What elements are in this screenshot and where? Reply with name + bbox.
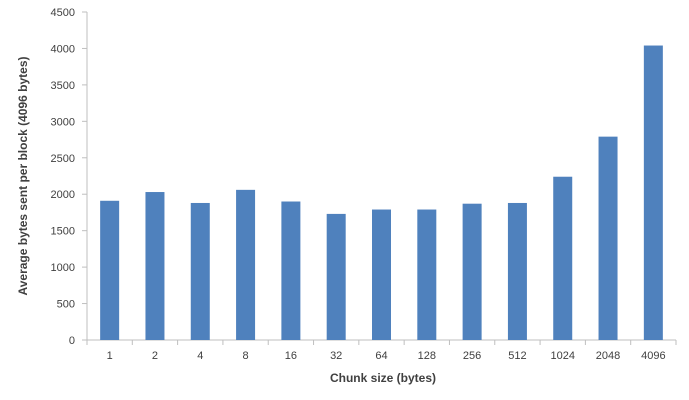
bar-4 (190, 202, 210, 340)
y-tick-label: 0 (69, 335, 75, 347)
x-tick-label: 8 (243, 350, 249, 362)
y-tick-label: 4000 (51, 43, 75, 55)
y-tick-label: 500 (57, 299, 75, 311)
bar-2 (145, 192, 165, 340)
x-tick-label: 4 (197, 350, 203, 362)
x-axis: 1 2 4 8 16 32 64 128 256 512 1024 2048 4096 (86, 339, 677, 362)
bars (100, 45, 663, 340)
x-tick-label: 1 (107, 350, 113, 362)
x-tick-label: 32 (330, 350, 342, 362)
bar-4096 (643, 45, 663, 340)
y-tick-label: 2000 (51, 189, 75, 201)
bar-1024 (553, 176, 573, 340)
x-tick-label: 2048 (596, 350, 620, 362)
x-tick-label: 512 (508, 350, 526, 362)
bar-16 (281, 201, 301, 340)
y-axis-title: Average bytes sent per block (4096 bytes… (16, 57, 30, 296)
y-tick-label: 1000 (51, 262, 75, 274)
bar-1 (100, 200, 120, 340)
y-tick-label: 2500 (51, 153, 75, 165)
bar-8 (236, 189, 256, 340)
x-tick-label: 256 (463, 350, 481, 362)
bar-128 (417, 209, 437, 340)
y-tick-label: 4500 (51, 7, 75, 19)
y-axis: 0 500 1000 1500 2000 2500 3000 3500 4000 4500 (51, 7, 88, 347)
y-tick-label: 1500 (51, 226, 75, 238)
x-tick-label: 2 (152, 350, 158, 362)
bar-512 (507, 202, 527, 340)
x-tick-label: 128 (418, 350, 436, 362)
bar-2048 (598, 136, 618, 340)
bar-256 (462, 203, 482, 340)
y-tick-label: 3500 (51, 80, 75, 92)
x-tick-label: 64 (375, 350, 387, 362)
x-axis-title: Chunk size (bytes) (330, 371, 436, 385)
x-tick-label: 4096 (641, 350, 665, 362)
x-tick-label: 16 (285, 350, 297, 362)
x-tick-label: 1024 (550, 350, 574, 362)
y-tick-label: 3000 (51, 116, 75, 128)
bar-32 (326, 213, 346, 340)
bar-64 (372, 209, 391, 340)
